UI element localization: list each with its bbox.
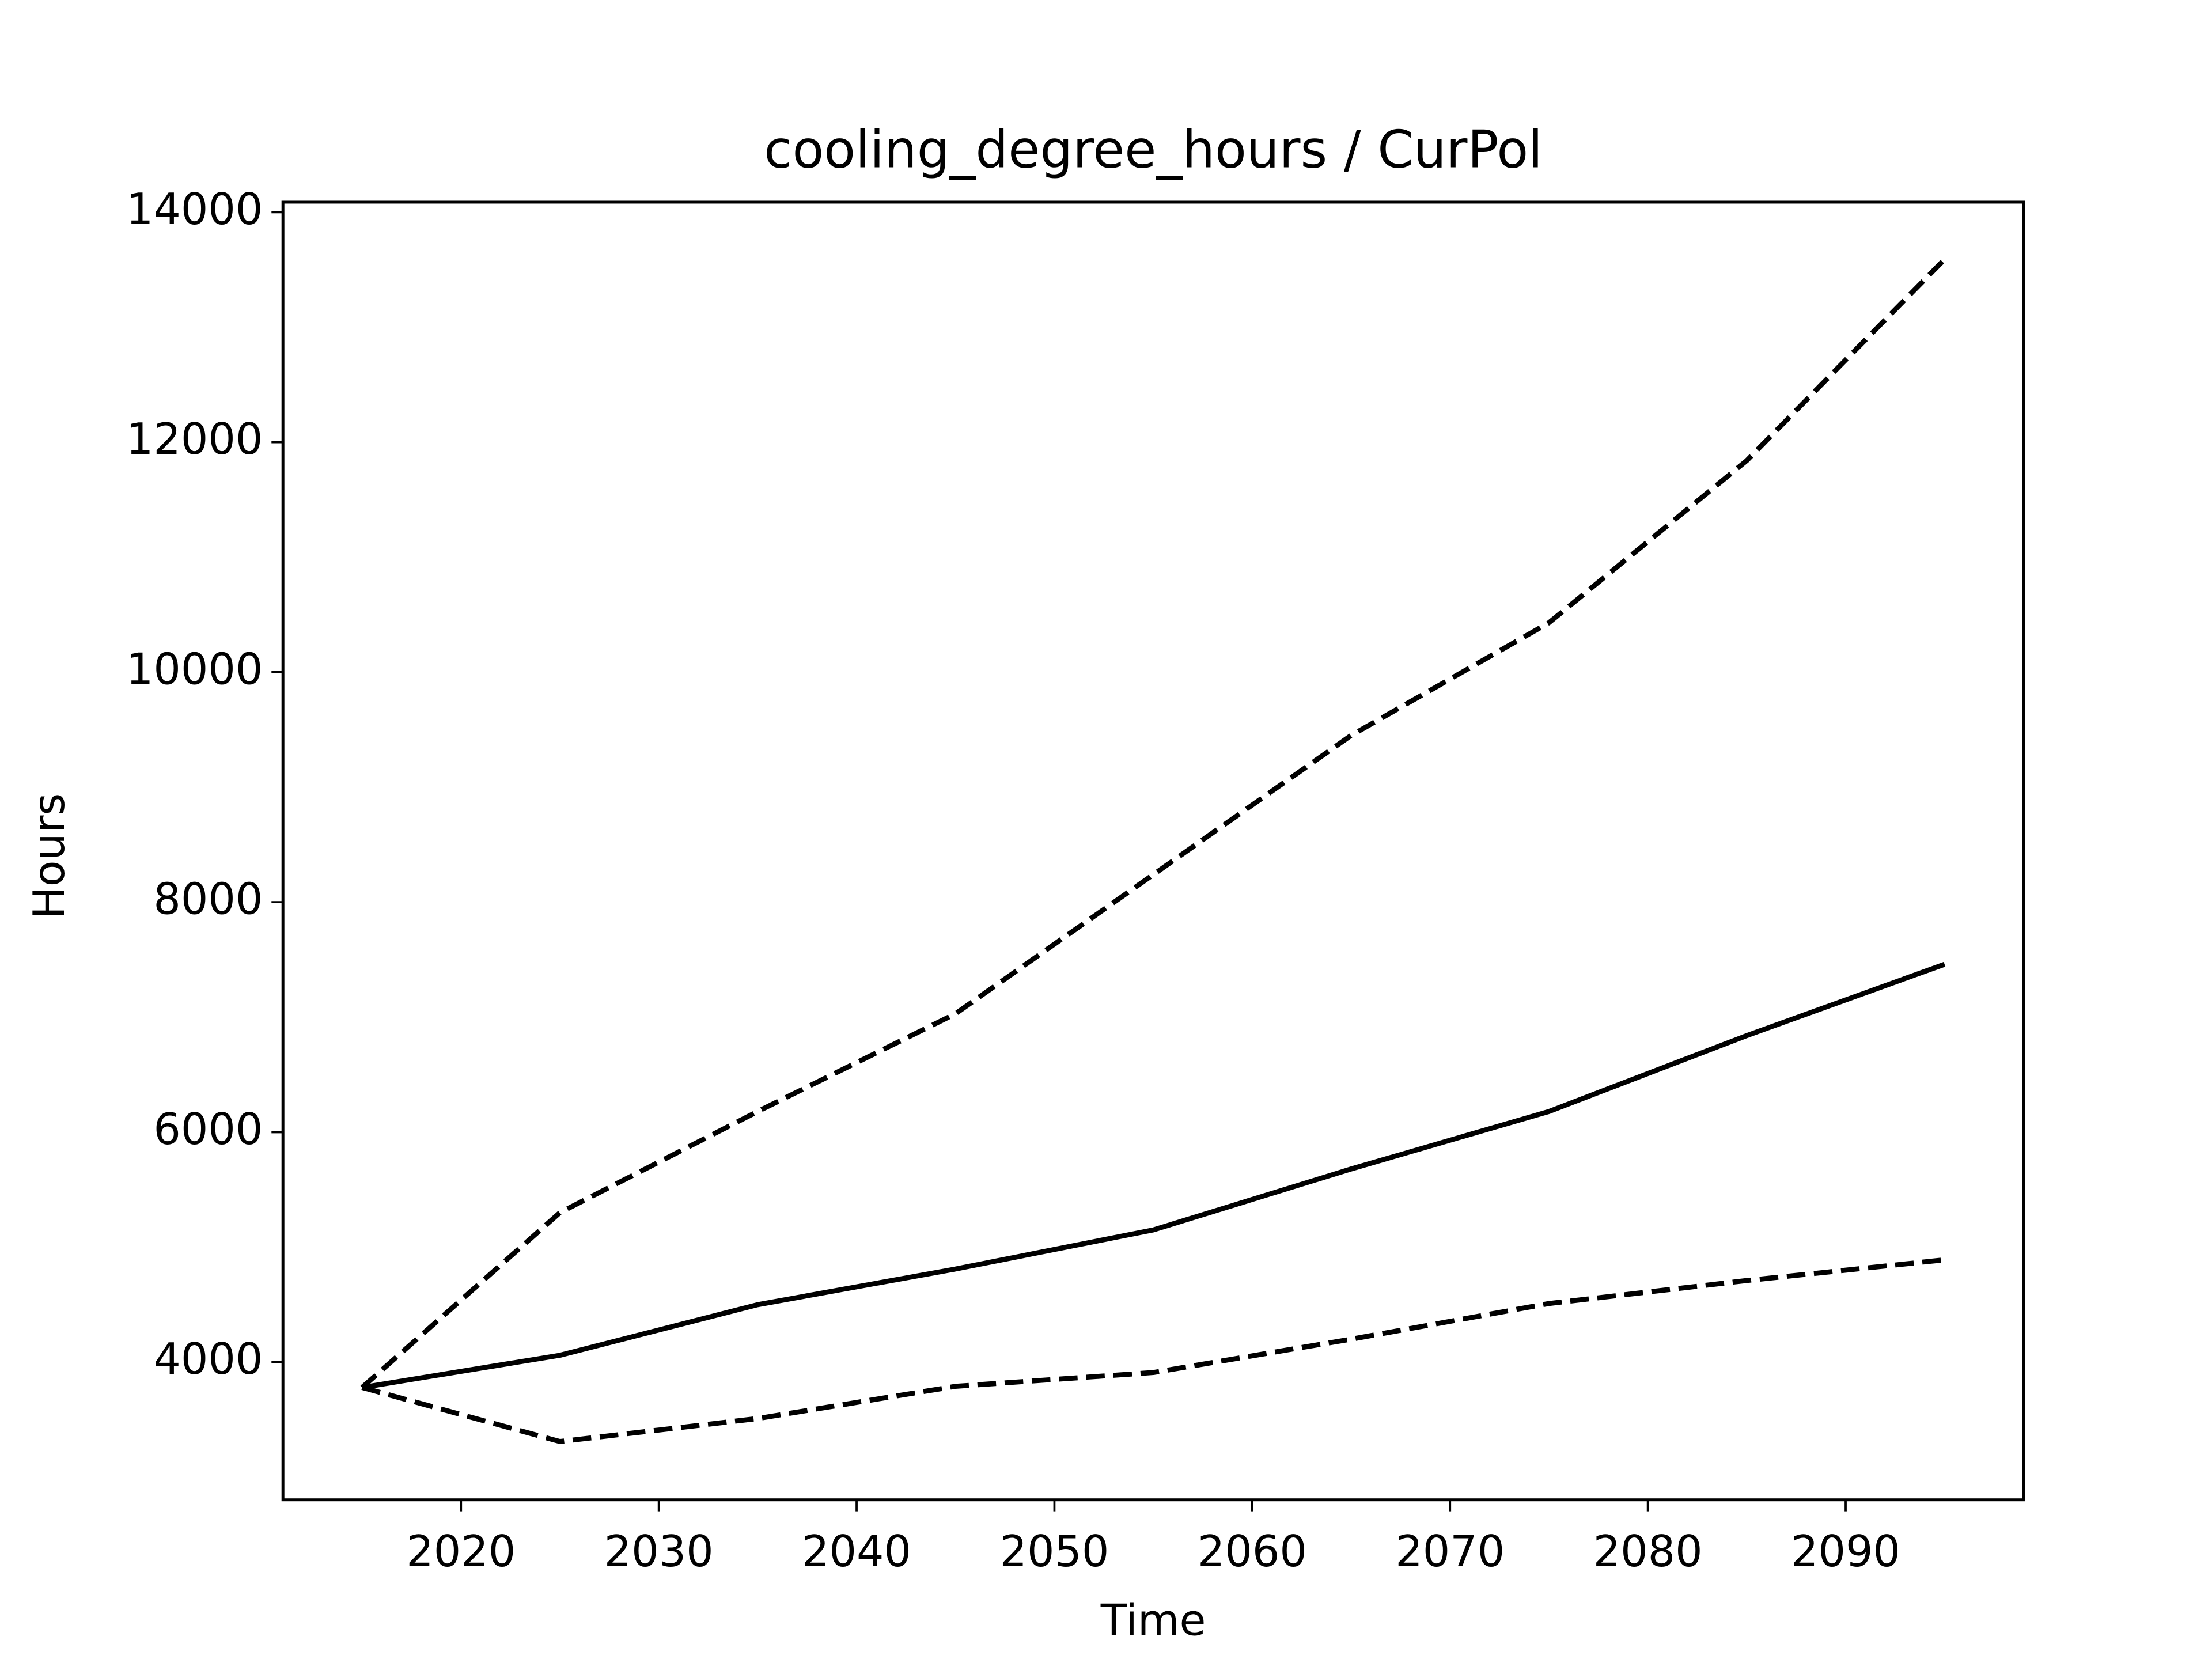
x-tick-label: 2050 [999,1527,1109,1577]
y-tick-label: 8000 [153,874,263,925]
x-tick-label: 2060 [1198,1527,1307,1577]
x-tick-label: 2080 [1593,1527,1703,1577]
y-axis-label: Hours [24,793,74,919]
y-tick-label: 10000 [126,644,263,694]
chart-title: cooling_degree_hours / CurPol [764,120,1543,180]
plot-frame [281,200,2025,1502]
y-tick-label: 12000 [126,414,263,464]
y-tick-label: 4000 [153,1334,263,1384]
y-tick-label: 6000 [153,1104,263,1154]
x-tick-label: 2020 [406,1527,516,1577]
x-tick-label: 2070 [1395,1527,1505,1577]
line-series [361,961,1946,1390]
x-axis-label: Time [1100,1595,1206,1645]
x-tick-label: 2030 [604,1527,714,1577]
line-series [360,257,1946,1389]
line-series [361,1257,1945,1444]
x-tick-label: 2040 [802,1527,911,1577]
y-tick-label: 14000 [126,184,263,234]
x-tick-label: 2090 [1791,1527,1900,1577]
